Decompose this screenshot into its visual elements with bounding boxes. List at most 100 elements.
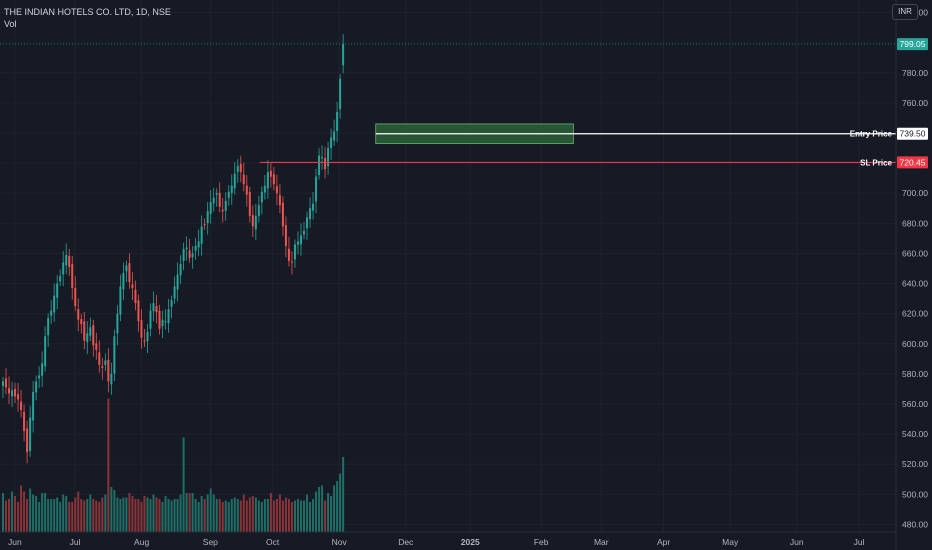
candle-body[interactable] (56, 283, 59, 298)
candle-body[interactable] (113, 336, 116, 374)
candle-body[interactable] (44, 336, 47, 367)
candle-body[interactable] (194, 245, 197, 251)
candle-body[interactable] (293, 244, 296, 260)
candle-body[interactable] (5, 378, 8, 388)
candle-body[interactable] (167, 309, 170, 324)
candle-body[interactable] (68, 255, 71, 267)
candle-body[interactable] (17, 394, 20, 400)
candle-body[interactable] (212, 197, 215, 204)
candle-body[interactable] (287, 248, 290, 261)
candle-body[interactable] (306, 217, 309, 229)
candle-body[interactable] (35, 381, 38, 393)
candle-body[interactable] (146, 331, 149, 342)
candlesticks[interactable] (2, 33, 345, 464)
candle-body[interactable] (50, 310, 53, 316)
candle-body[interactable] (251, 214, 254, 227)
candle-body[interactable] (158, 310, 161, 329)
candle-body[interactable] (339, 78, 342, 110)
candle-body[interactable] (104, 360, 107, 366)
candle-body[interactable] (134, 289, 137, 304)
candle-body[interactable] (248, 191, 251, 216)
candle-body[interactable] (233, 173, 236, 189)
time-axis[interactable]: Jun Jul Aug Sep Oct Nov Dec 2025 Feb Mar Apr May Jun… (0, 531, 896, 547)
candle-body[interactable] (275, 186, 278, 194)
candle-body[interactable] (152, 303, 155, 312)
candle-body[interactable] (143, 340, 146, 342)
candle-body[interactable] (281, 202, 284, 227)
candle-body[interactable] (149, 310, 152, 329)
candle-body[interactable] (26, 428, 29, 453)
candle-body[interactable] (203, 224, 206, 226)
candle-body[interactable] (215, 193, 218, 195)
candle-body[interactable] (236, 166, 239, 172)
candle-body[interactable] (330, 137, 333, 148)
candle-body[interactable] (137, 300, 140, 322)
candle-body[interactable] (290, 261, 293, 263)
candle-body[interactable] (98, 352, 101, 365)
candle-body[interactable] (321, 157, 324, 159)
candle-body[interactable] (206, 211, 209, 224)
candle-body[interactable] (83, 321, 86, 341)
candle-body[interactable] (303, 230, 305, 235)
candle-body[interactable] (200, 226, 203, 244)
candle-body[interactable] (242, 174, 245, 185)
candle-body[interactable] (74, 287, 77, 307)
candle-body[interactable] (92, 325, 95, 346)
candle-body[interactable] (119, 286, 122, 315)
candle-body[interactable] (62, 262, 65, 275)
candle-body[interactable] (89, 327, 92, 336)
candle-body[interactable] (245, 185, 248, 195)
candle-body[interactable] (11, 390, 14, 397)
candle-body[interactable] (173, 286, 176, 299)
candle-body[interactable] (188, 250, 191, 258)
candle-body[interactable] (80, 319, 83, 325)
candle-body[interactable] (227, 191, 230, 198)
candle-body[interactable] (14, 388, 17, 397)
candle-body[interactable] (140, 320, 143, 338)
candle-body[interactable] (239, 163, 242, 173)
candle-body[interactable] (342, 44, 345, 66)
candle-body[interactable] (176, 274, 179, 290)
candle-body[interactable] (224, 200, 227, 211)
candle-body[interactable] (179, 263, 182, 276)
candle-body[interactable] (155, 306, 158, 313)
candle-body[interactable] (315, 176, 318, 202)
candle-body[interactable] (65, 254, 68, 266)
candle-body[interactable] (23, 411, 26, 432)
candle-body[interactable] (309, 208, 312, 220)
candle-body[interactable] (260, 191, 263, 203)
candle-body[interactable] (59, 276, 62, 282)
candle-body[interactable] (185, 247, 188, 250)
candle-body[interactable] (86, 333, 89, 343)
candle-body[interactable] (209, 202, 212, 214)
currency-button[interactable]: INR (892, 4, 918, 20)
candle-body[interactable] (257, 205, 260, 216)
candle-body[interactable] (296, 241, 299, 245)
candle-body[interactable] (182, 248, 185, 261)
candle-body[interactable] (32, 391, 35, 421)
candle-body[interactable] (8, 388, 11, 394)
candle-body[interactable] (230, 185, 233, 193)
candle-body[interactable] (125, 265, 128, 272)
candle-body[interactable] (38, 375, 41, 379)
candle-body[interactable] (107, 359, 110, 382)
candle-body[interactable] (324, 158, 327, 170)
candle-body[interactable] (266, 172, 269, 189)
candle-body[interactable] (53, 295, 56, 313)
candle-body[interactable] (197, 241, 200, 248)
candle-body[interactable] (95, 343, 98, 350)
candle-body[interactable] (41, 363, 44, 376)
candle-body[interactable] (272, 174, 275, 185)
candle-body[interactable] (131, 284, 134, 289)
candle-body[interactable] (284, 225, 287, 246)
symbol-title[interactable]: THE INDIAN HOTELS CO. LTD, 1D, NSE (4, 7, 171, 17)
candle-body[interactable] (77, 309, 80, 320)
candle-body[interactable] (312, 203, 315, 211)
candle-body[interactable] (278, 195, 281, 206)
candle-body[interactable] (263, 185, 266, 193)
candle-body[interactable] (110, 373, 113, 385)
candle-body[interactable] (333, 131, 336, 141)
candle-body[interactable] (20, 401, 23, 411)
candle-body[interactable] (161, 319, 164, 327)
